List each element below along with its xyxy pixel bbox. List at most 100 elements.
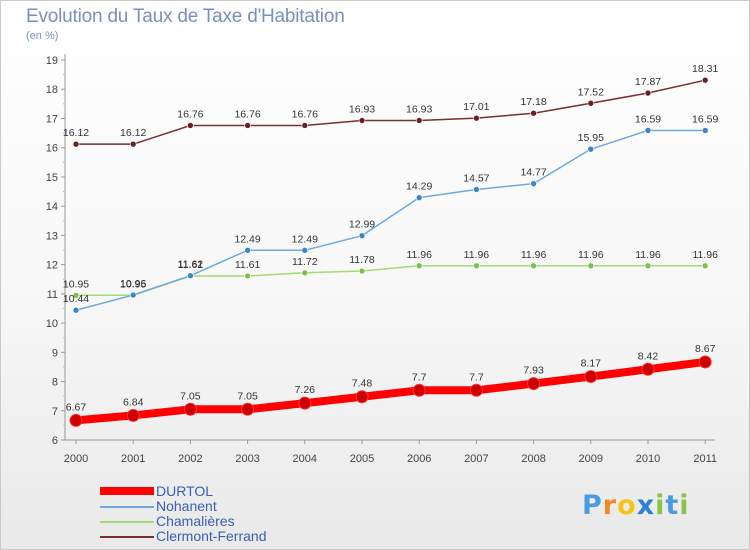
data-point xyxy=(183,402,197,416)
data-point xyxy=(473,262,480,270)
proxiti-logo-letter: i xyxy=(655,490,666,521)
data-point xyxy=(698,355,712,369)
data-point xyxy=(244,246,251,254)
data-label: 18.31 xyxy=(692,63,718,75)
data-point xyxy=(187,272,194,280)
data-point xyxy=(530,180,537,187)
data-point xyxy=(129,291,137,299)
series-line-chamali-res xyxy=(75,265,706,297)
data-label: 17.52 xyxy=(578,86,604,98)
data-label: 7.26 xyxy=(295,384,316,396)
data-label: 7.93 xyxy=(523,365,544,377)
data-label: 10.95 xyxy=(120,278,146,290)
data-point xyxy=(644,262,652,270)
data-label: 15.95 xyxy=(578,132,604,144)
y-tick-label: 10 xyxy=(46,318,58,330)
x-tick-label: 2009 xyxy=(579,453,603,465)
data-point xyxy=(412,383,426,397)
series-line-durtol xyxy=(72,357,710,425)
x-tick-label: 2005 xyxy=(350,453,374,465)
series-line-clermont-ferrand xyxy=(75,79,706,145)
data-label: 8.42 xyxy=(638,350,659,362)
data-label: 10.44 xyxy=(63,293,89,305)
data-point xyxy=(301,269,309,277)
data-label: 16.93 xyxy=(406,104,432,116)
data-point xyxy=(530,262,537,270)
legend-item-durtol: DURTOL xyxy=(100,483,360,499)
y-tick-label: 12 xyxy=(46,260,58,272)
x-tick-label: 2004 xyxy=(293,453,317,465)
data-point xyxy=(527,377,541,391)
data-label: 16.76 xyxy=(234,108,260,120)
y-tick-label: 7 xyxy=(52,406,58,418)
x-tick-label: 2007 xyxy=(464,453,488,465)
y-tick-label: 16 xyxy=(46,143,58,155)
data-point xyxy=(415,117,423,124)
x-tick-label: 2006 xyxy=(407,453,431,465)
data-label: 11.96 xyxy=(464,249,490,261)
data-point xyxy=(701,262,709,270)
data-point xyxy=(701,127,709,134)
data-label: 11.96 xyxy=(406,249,432,261)
data-point xyxy=(298,396,312,410)
data-label: 16.93 xyxy=(349,104,375,116)
data-label: 16.59 xyxy=(635,113,661,125)
data-point xyxy=(129,140,137,148)
legend-swatch-durtol xyxy=(100,487,154,495)
data-label: 16.12 xyxy=(120,127,146,139)
proxiti-logo: Proxiti xyxy=(582,490,690,521)
legend-label-nohanent: Nohanent xyxy=(156,498,217,514)
data-label: 11.61 xyxy=(178,259,204,271)
chart-legend: DURTOL Nohanent Chamalières Clermont-Fer… xyxy=(100,483,360,544)
data-point xyxy=(530,109,537,117)
data-label: 7.7 xyxy=(412,371,427,383)
series-line-nohanent xyxy=(75,129,706,311)
x-tick-label: 2000 xyxy=(64,453,88,465)
proxiti-logo-letter: i xyxy=(679,490,690,521)
data-point xyxy=(587,262,595,270)
data-point xyxy=(415,262,423,270)
y-tick-label: 13 xyxy=(46,230,58,242)
chart-unit-label: (en %) xyxy=(26,30,59,42)
data-point xyxy=(701,76,709,84)
data-label: 12.99 xyxy=(349,219,375,231)
data-point xyxy=(587,145,595,153)
y-tick-label: 11 xyxy=(47,289,58,301)
y-tick-label: 9 xyxy=(52,347,58,359)
data-point xyxy=(72,140,80,148)
proxiti-logo-letter: x xyxy=(636,490,656,521)
data-label: 17.87 xyxy=(635,76,661,88)
y-tick-label: 14 xyxy=(46,201,58,213)
x-tick-label: 2008 xyxy=(521,453,545,465)
data-label: 6.67 xyxy=(66,401,87,413)
data-point xyxy=(244,122,251,129)
data-label: 6.84 xyxy=(123,396,144,408)
data-label: 17.01 xyxy=(463,101,489,113)
data-label: 11.96 xyxy=(692,249,718,261)
data-point xyxy=(187,122,194,129)
data-point xyxy=(641,362,655,376)
data-label: 7.05 xyxy=(237,390,258,402)
data-point xyxy=(358,232,366,239)
data-point xyxy=(469,383,483,397)
data-label: 8.67 xyxy=(695,343,716,355)
proxiti-logo-letter: t xyxy=(665,490,680,521)
data-label: 7.48 xyxy=(352,378,373,390)
data-point xyxy=(584,370,598,384)
x-tick-label: 2010 xyxy=(636,453,660,465)
legend-item-nohanent: Nohanent xyxy=(100,498,360,514)
data-label: 14.29 xyxy=(406,181,432,193)
y-tick-label: 6 xyxy=(52,435,58,447)
data-point xyxy=(473,186,480,193)
data-point xyxy=(355,390,369,404)
y-tick-label: 8 xyxy=(52,377,58,389)
data-point xyxy=(358,267,366,275)
x-tick-label: 2002 xyxy=(178,453,202,465)
data-label: 11.78 xyxy=(349,254,375,266)
data-point xyxy=(126,408,140,422)
data-label: 16.59 xyxy=(692,113,718,125)
data-point xyxy=(301,246,309,254)
data-label: 16.12 xyxy=(63,127,89,139)
legend-label-chamalieres: Chamalières xyxy=(156,513,235,529)
